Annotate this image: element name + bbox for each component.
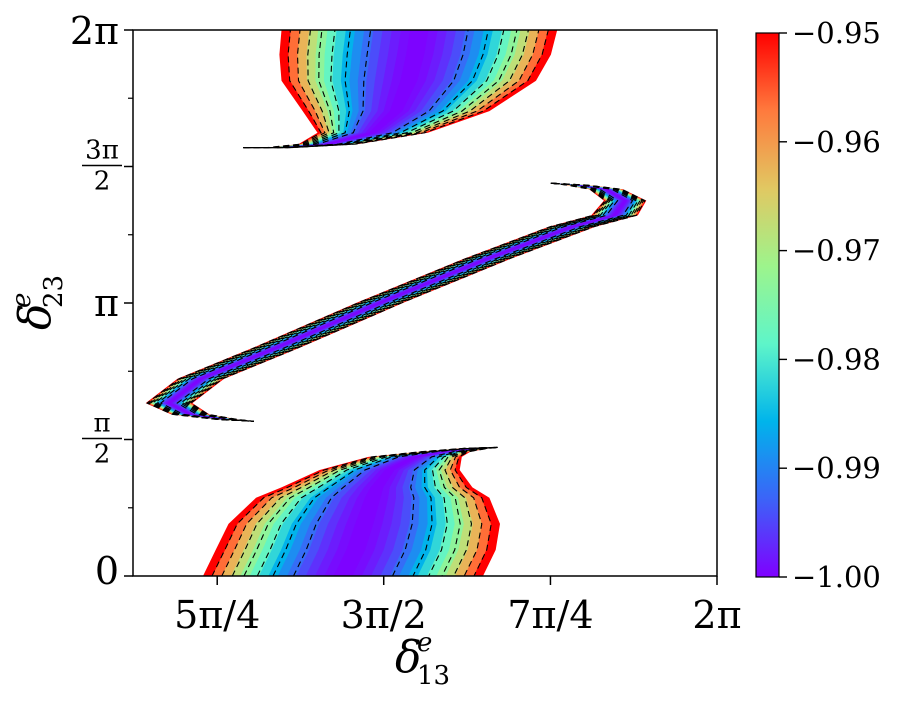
- heatmap-regions: [145, 30, 647, 576]
- contour-line: [243, 30, 505, 149]
- y-tick-label-denominator: 2: [94, 440, 111, 470]
- colorbar-tick-label: −1.00: [792, 560, 881, 594]
- colorbar-ticks: −1.00 −0.99 −0.98 −0.97 −0.96 −0.95: [779, 16, 881, 594]
- y-tick-label-denominator: 2: [94, 167, 111, 197]
- y-tick-label: π: [94, 281, 119, 325]
- contour-line: [243, 30, 518, 149]
- y-tick-label-numerator: π: [93, 409, 110, 439]
- x-axis-label: δ e 13: [395, 628, 450, 691]
- y-tick-label-numerator: 3π: [85, 136, 119, 166]
- colorbar-tick-label: −0.97: [792, 234, 881, 268]
- x-axis-label-symbol: δ: [395, 632, 422, 683]
- region-band-fill: [324, 447, 498, 576]
- contour-line: [211, 446, 498, 576]
- y-tick-label: 2π: [70, 9, 119, 53]
- x-axis: 5π/4 3π/2 7π/4 2π: [174, 576, 742, 637]
- colorbar: [755, 32, 780, 578]
- x-axis-label-sup: e: [417, 628, 432, 658]
- region-band-fill: [155, 183, 638, 422]
- y-axis-label-symbol: δ: [10, 304, 61, 331]
- x-tick-label: 3π/2: [341, 593, 427, 637]
- colorbar-tick-label: −0.96: [792, 125, 881, 159]
- x-tick-label: 7π/4: [507, 593, 593, 637]
- region-band-fill: [243, 30, 429, 148]
- colorbar-tick-label: −0.95: [792, 16, 881, 50]
- contour-line: [243, 30, 469, 149]
- x-axis-label-sub: 13: [417, 661, 450, 691]
- region-lower-band: [203, 446, 500, 576]
- y-axis-label-sup: e: [7, 293, 37, 308]
- contour-line: [146, 182, 646, 422]
- region-middle-band: [145, 182, 647, 422]
- region-band-fill: [333, 447, 498, 576]
- region-upper-band: [243, 30, 558, 149]
- colorbar-tick-label: −0.98: [792, 342, 881, 376]
- colorbar-tick-label: −0.99: [792, 451, 881, 485]
- x-tick-label: 2π: [692, 593, 741, 637]
- y-tick-label: 0: [95, 549, 119, 593]
- y-axis-label: δ e 23: [7, 275, 69, 330]
- contour-line: [243, 30, 529, 149]
- contour-line: [243, 30, 540, 149]
- x-tick-label: 5π/4: [174, 593, 260, 637]
- y-axis-label-sub: 23: [39, 275, 69, 308]
